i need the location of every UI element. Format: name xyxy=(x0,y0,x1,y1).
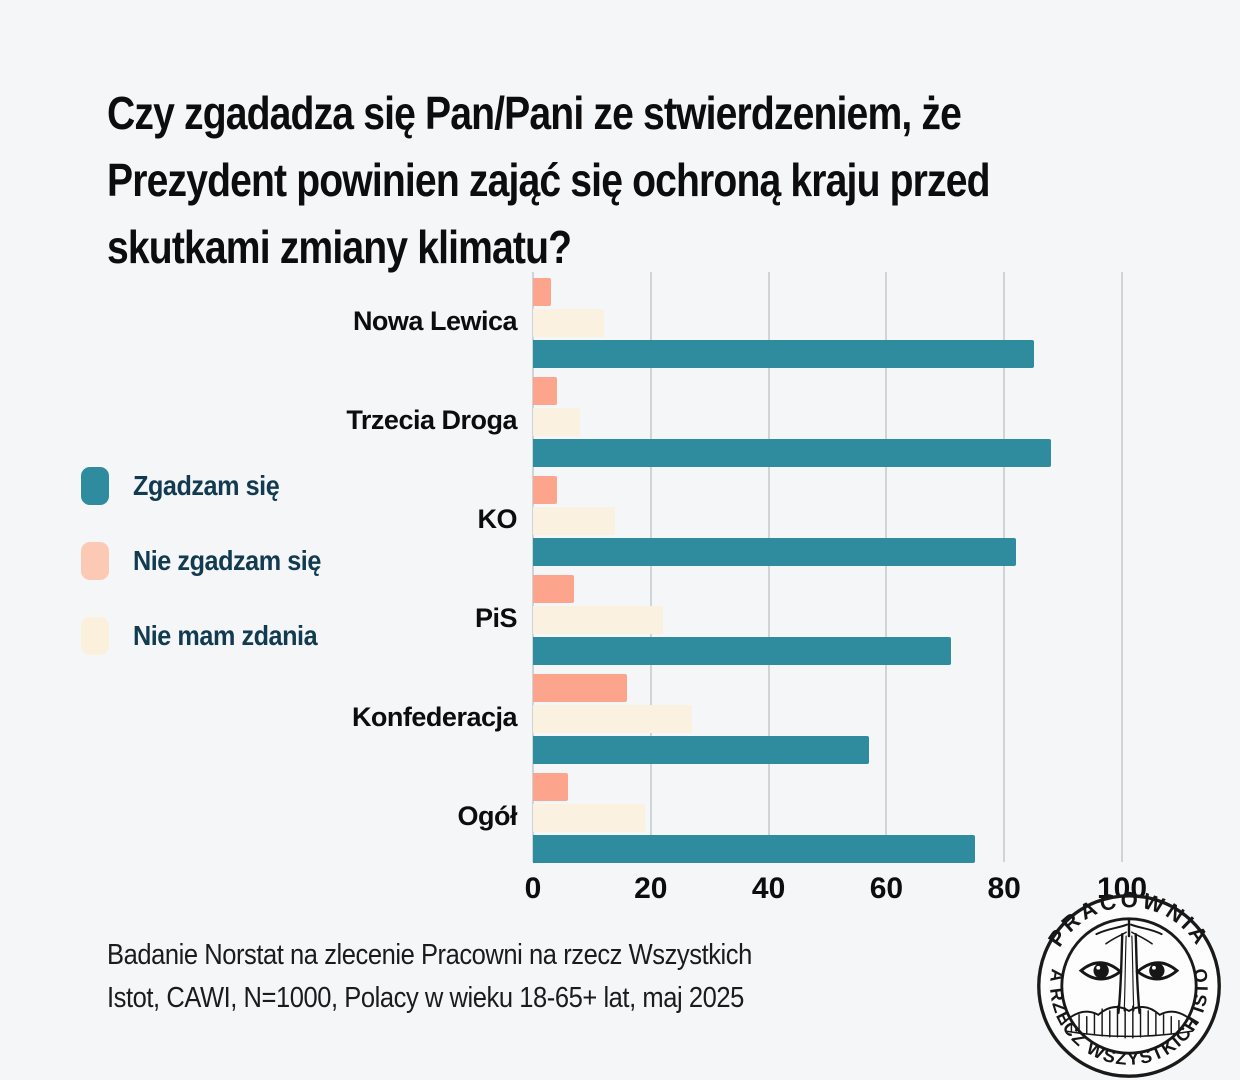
bar xyxy=(533,377,557,405)
org-logo-stamp: PRACOWNIA NA RZECZ WSZYSTKICH ISTOT xyxy=(1026,873,1225,1080)
gridline xyxy=(649,272,652,862)
bar-group: Nowa Lewica xyxy=(0,272,1240,371)
legend-label-agree: Zgadzam się xyxy=(133,470,280,501)
category-label: Nowa Lewica xyxy=(352,306,518,336)
source-note-line-1: Badanie Norstat na zlecenie Pracowni na … xyxy=(107,939,752,971)
legend-label-no-opinion: Nie mam zdania xyxy=(133,620,318,651)
x-tick-label: 80 xyxy=(987,872,1021,905)
page-title: Czy zgadadza się Pan/Pani ze stwierdzeni… xyxy=(107,80,1207,281)
legend-item-no-opinion: Nie mam zdania xyxy=(81,617,342,655)
bar xyxy=(533,637,952,665)
bar xyxy=(533,439,1052,467)
x-tick-label: 20 xyxy=(634,872,668,905)
bar xyxy=(533,674,628,702)
bar xyxy=(533,476,557,504)
category-label: PiS xyxy=(474,603,518,633)
category-label: Ogół xyxy=(457,801,518,831)
x-tick-label: 0 xyxy=(524,872,542,905)
group-bars xyxy=(533,476,1122,569)
x-tick-label: 40 xyxy=(751,872,786,905)
bar xyxy=(533,278,551,306)
bar xyxy=(533,507,616,535)
legend-label-disagree: Nie zgadzam się xyxy=(133,545,321,576)
legend-swatch-no-opinion-icon xyxy=(81,617,109,655)
gridline xyxy=(885,272,888,862)
bar xyxy=(533,773,569,801)
group-bars xyxy=(533,575,1122,668)
bar-group: KO xyxy=(0,470,1240,569)
gridline xyxy=(1121,272,1123,862)
logo-outer-ring xyxy=(1037,894,1221,1078)
bar-group: Ogół xyxy=(0,767,1240,866)
title-line-3: skutkami zmiany klimatu? xyxy=(107,221,572,273)
plot-area xyxy=(532,272,1123,862)
title-line-1: Czy zgadadza się Pan/Pani ze stwierdzeni… xyxy=(107,87,962,139)
category-label: Konfederacja xyxy=(351,702,518,732)
source-note-line-2: Istot, CAWI, N=1000, Polacy w wieku 18-6… xyxy=(107,982,744,1014)
bar-group: PiS xyxy=(0,569,1240,668)
legend-swatch-disagree-icon xyxy=(81,542,109,580)
bar-chart: Nowa Lewica Trzecia Droga KO PiS Konfederacj… xyxy=(0,272,1240,922)
bar xyxy=(533,736,869,764)
category-label: Trzecia Droga xyxy=(346,405,517,435)
legend-item-disagree: Nie zgadzam się xyxy=(81,542,342,580)
bar-group: Trzecia Droga xyxy=(0,371,1240,470)
category-label: KO xyxy=(477,504,518,534)
legend-swatch-agree-icon xyxy=(81,467,109,505)
title-line-2: Prezydent powinien zająć się ochroną kra… xyxy=(107,154,991,206)
bar xyxy=(533,575,575,603)
source-note: Badanie Norstat na zlecenie Pracowni na … xyxy=(107,934,840,1020)
tree-with-eyes-icon xyxy=(1060,918,1198,1039)
bar xyxy=(533,804,645,832)
group-bars xyxy=(533,674,1122,767)
legend-item-agree: Zgadzam się xyxy=(81,467,342,505)
gridline xyxy=(1003,272,1006,862)
legend: Zgadzam się Nie zgadzam się Nie mam zdan… xyxy=(81,467,342,692)
x-tick-label: 60 xyxy=(869,872,904,905)
bar xyxy=(533,835,975,863)
gridline xyxy=(532,272,534,862)
bar xyxy=(533,538,1016,566)
bar-groups: Nowa Lewica Trzecia Droga KO PiS Konfederacj… xyxy=(0,272,1240,863)
bar xyxy=(533,408,581,436)
bar xyxy=(533,705,693,733)
logo-svg: PRACOWNIA NA RZECZ WSZYSTKICH ISTOT xyxy=(1026,873,1221,1078)
group-bars xyxy=(533,773,1122,866)
bar-group: Konfederacja xyxy=(0,668,1240,767)
group-bars xyxy=(533,278,1122,371)
group-bars xyxy=(533,377,1122,470)
gridline xyxy=(767,272,770,862)
bar xyxy=(533,606,663,634)
bar xyxy=(533,340,1034,368)
bar xyxy=(533,309,604,337)
